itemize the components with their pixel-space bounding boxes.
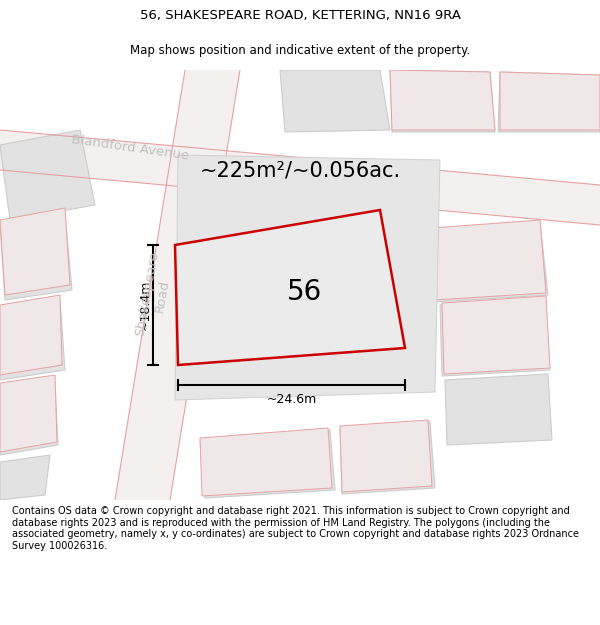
Polygon shape	[280, 70, 390, 132]
Text: ~24.6m: ~24.6m	[266, 393, 317, 406]
Polygon shape	[0, 130, 95, 220]
Polygon shape	[440, 298, 550, 376]
Polygon shape	[115, 70, 240, 500]
Polygon shape	[0, 208, 70, 295]
Polygon shape	[498, 72, 600, 132]
Polygon shape	[200, 430, 335, 498]
Polygon shape	[0, 375, 57, 452]
Text: 56, SHAKESPEARE ROAD, KETTERING, NN16 9RA: 56, SHAKESPEARE ROAD, KETTERING, NN16 9R…	[139, 9, 461, 22]
Polygon shape	[340, 422, 435, 494]
Text: ~225m²/~0.056ac.: ~225m²/~0.056ac.	[199, 160, 401, 180]
Polygon shape	[500, 72, 600, 130]
Text: Shakespeare
Road: Shakespeare Road	[134, 251, 176, 339]
Polygon shape	[340, 420, 432, 492]
Polygon shape	[0, 300, 65, 380]
Polygon shape	[0, 130, 600, 225]
Polygon shape	[0, 455, 50, 500]
Text: 56: 56	[287, 278, 322, 306]
Polygon shape	[442, 296, 550, 374]
Text: ~18.4m: ~18.4m	[139, 280, 151, 330]
Text: Blandford Avenue: Blandford Avenue	[70, 133, 190, 162]
Polygon shape	[390, 70, 495, 130]
Polygon shape	[0, 382, 58, 455]
Polygon shape	[445, 374, 552, 445]
Polygon shape	[0, 215, 72, 300]
Polygon shape	[0, 295, 62, 375]
Polygon shape	[200, 428, 332, 496]
Text: Contains OS data © Crown copyright and database right 2021. This information is : Contains OS data © Crown copyright and d…	[12, 506, 579, 551]
Polygon shape	[390, 70, 495, 132]
Polygon shape	[432, 220, 546, 300]
Polygon shape	[175, 155, 440, 400]
Text: Map shows position and indicative extent of the property.: Map shows position and indicative extent…	[130, 44, 470, 57]
Polygon shape	[430, 222, 548, 302]
Polygon shape	[175, 210, 405, 365]
